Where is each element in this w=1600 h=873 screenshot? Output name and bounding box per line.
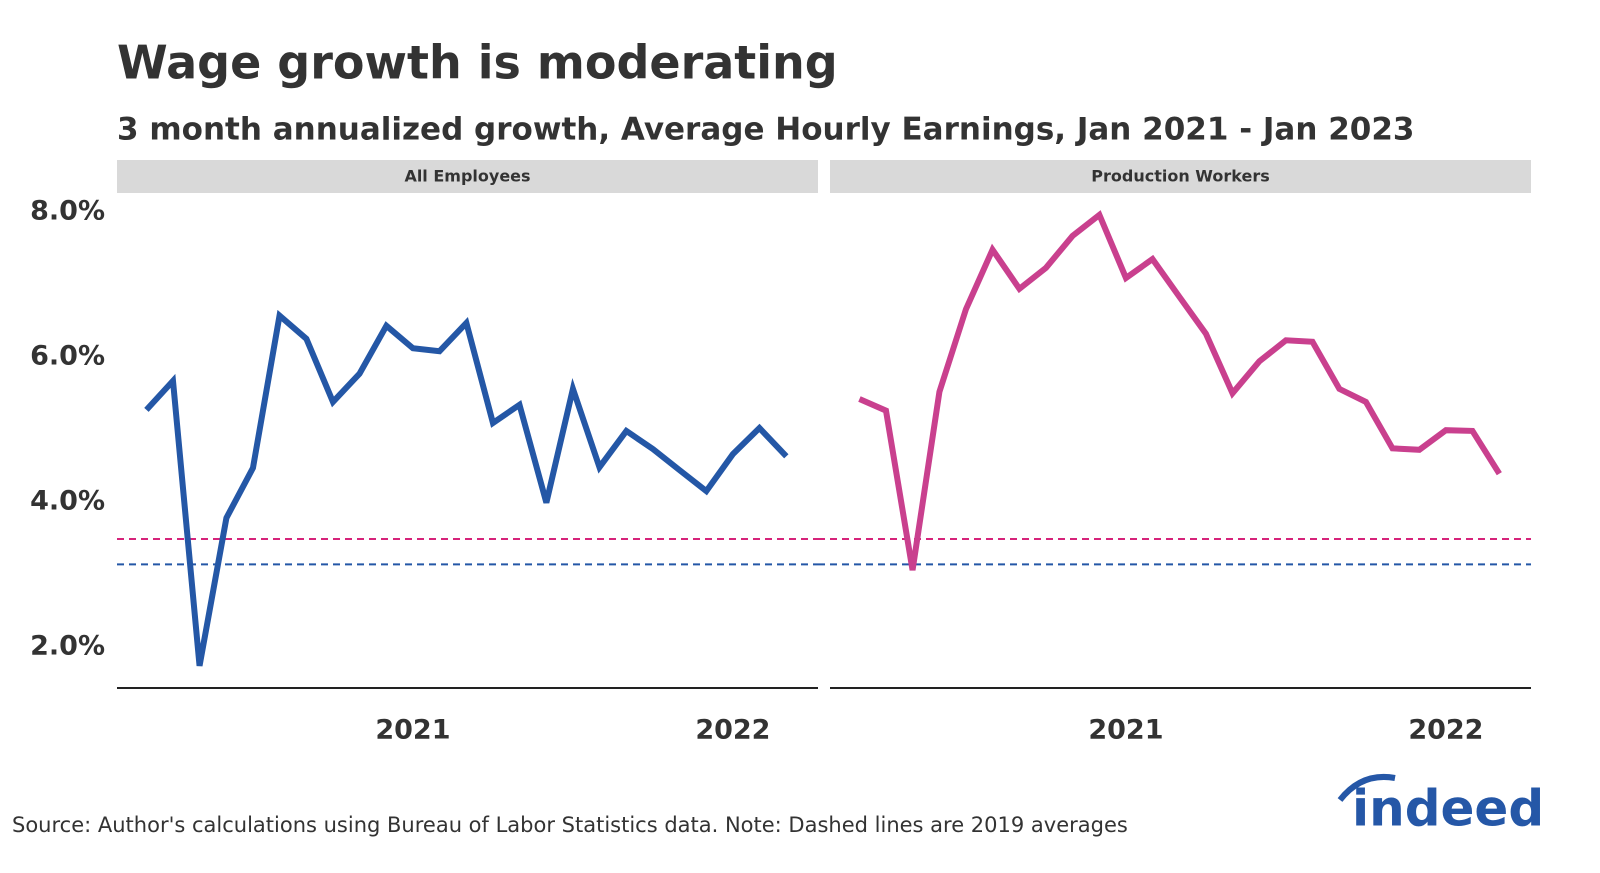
x-tick-label: 2022: [1408, 715, 1483, 746]
strip-label: Production Workers: [1091, 167, 1269, 186]
x-tick-label: 2022: [695, 715, 770, 746]
strip: [830, 160, 1531, 193]
logo-arc: [1337, 774, 1396, 802]
y-tick-label: 6.0%: [30, 340, 105, 371]
chart-title: Wage growth is moderating: [117, 36, 838, 90]
data-line: [144, 309, 789, 667]
y-tick-label: 4.0%: [30, 485, 105, 516]
x-tick-label: 2021: [1088, 715, 1163, 746]
y-tick-label: 8.0%: [30, 195, 105, 226]
strip-label: All Employees: [404, 167, 530, 186]
chart-subtitle: 3 month annualized growth, Average Hourl…: [117, 112, 1415, 148]
y-tick-label: 2.0%: [30, 630, 105, 661]
data-line: [858, 210, 1502, 571]
source-note: Source: Author's calculations using Bure…: [12, 813, 1128, 837]
strip: [117, 160, 818, 193]
logo: indeed: [1352, 780, 1544, 838]
x-tick-label: 2021: [375, 715, 450, 746]
